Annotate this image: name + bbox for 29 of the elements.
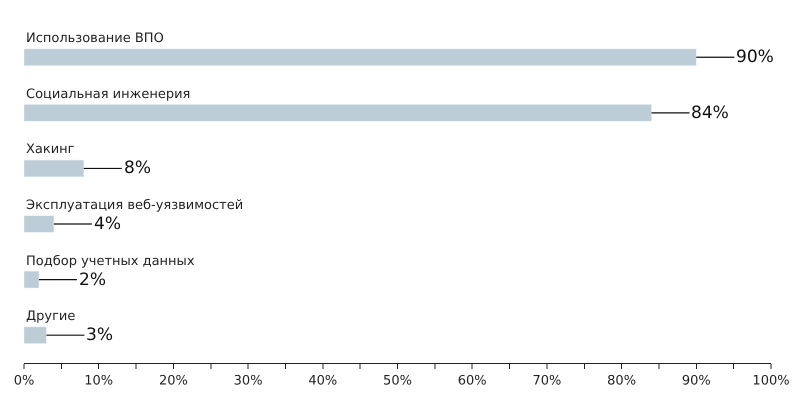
- bar: [24, 48, 697, 66]
- x-tick-label: 30%: [234, 374, 263, 389]
- y-tick-label: Хакинг: [26, 142, 75, 157]
- bar: [24, 104, 652, 122]
- x-tick-label: 70%: [532, 374, 562, 389]
- x-tick-label: 40%: [308, 374, 338, 389]
- data-label: 84%: [691, 103, 729, 123]
- x-tick-label: 0%: [14, 374, 34, 389]
- x-tick-label: 50%: [383, 374, 412, 389]
- y-tick-label: Эксплуатация веб-уязвимостей: [26, 198, 244, 213]
- data-label: 2%: [79, 270, 106, 290]
- bar: [24, 271, 40, 288]
- y-tick-label: Подбор учетных данных: [26, 254, 195, 269]
- x-tick-label: 20%: [158, 374, 188, 389]
- data-label: 4%: [94, 214, 121, 234]
- x-tick-label: 10%: [84, 374, 114, 389]
- y-tick-label: Другие: [26, 309, 76, 324]
- bar: [24, 215, 54, 233]
- bar: [24, 160, 84, 178]
- x-tick-label: 80%: [607, 374, 636, 389]
- x-tick-label: 90%: [682, 374, 711, 389]
- data-label: 3%: [86, 325, 113, 345]
- data-label: 8%: [124, 158, 151, 178]
- x-tick-label: 100%: [752, 374, 790, 389]
- bar: [24, 326, 47, 344]
- y-tick-label: Социальная инженерия: [26, 87, 190, 102]
- data-label: 90%: [736, 47, 774, 67]
- x-tick-label: 60%: [458, 374, 487, 389]
- y-tick-label: Использование ВПО: [26, 31, 164, 46]
